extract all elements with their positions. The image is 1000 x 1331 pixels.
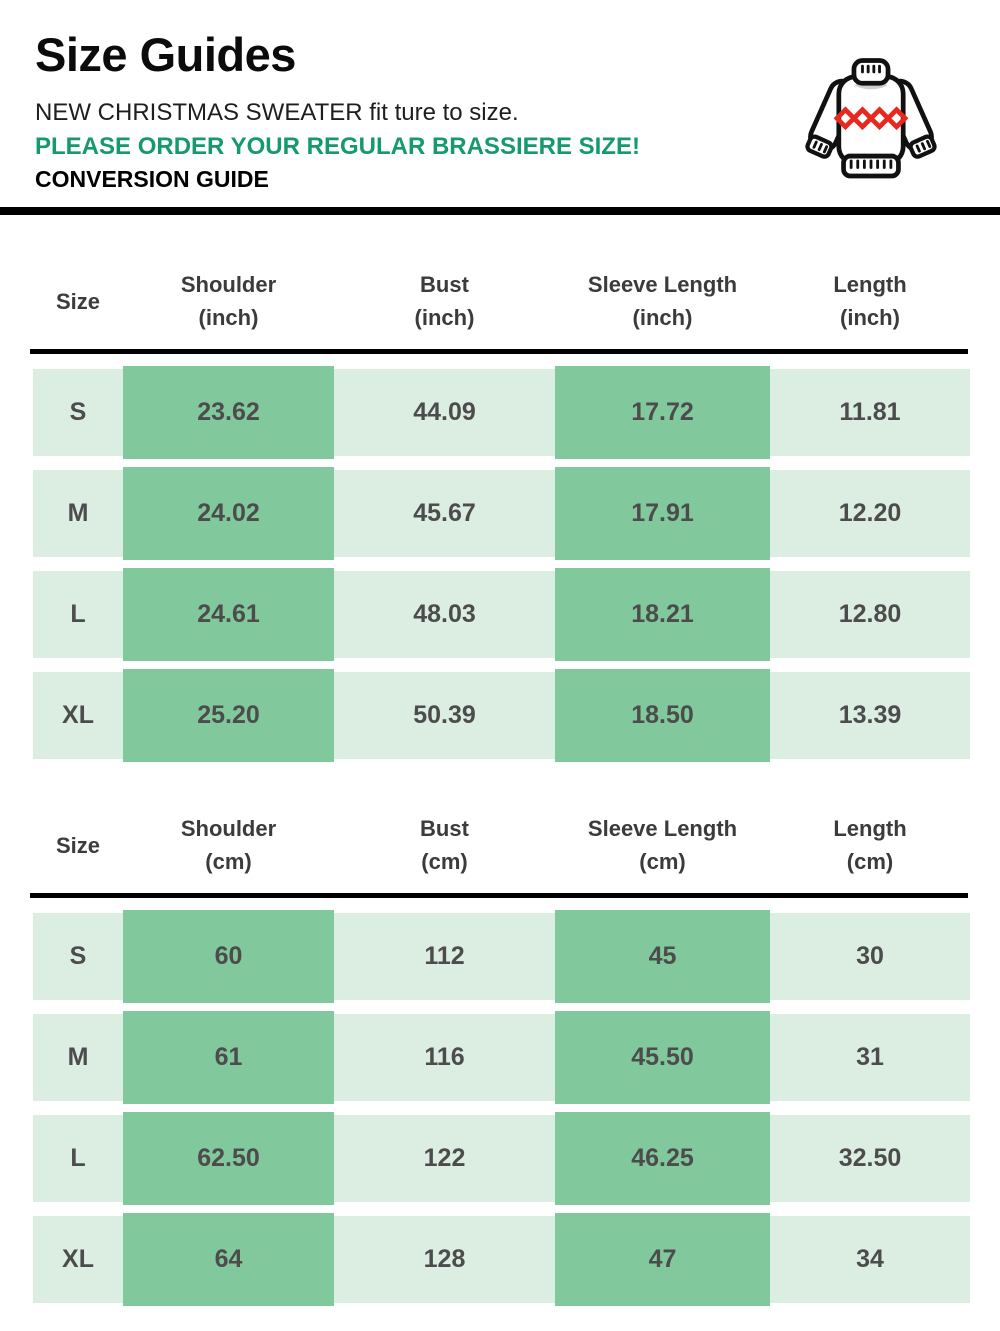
- cell-bust: 50.39: [334, 672, 555, 759]
- cell-size: M: [33, 1014, 123, 1101]
- cell-length: 13.39: [770, 672, 970, 759]
- table-row-s: S 23.62 44.09 17.72 11.81: [33, 366, 970, 459]
- table-body-inch: S 23.62 44.09 17.72 11.81 M 24.02 45.67 …: [33, 354, 970, 762]
- cell-shoulder: 25.20: [123, 669, 334, 762]
- cell-size: M: [33, 470, 123, 557]
- christmas-sweater-icon: [792, 52, 950, 194]
- cell-shoulder: 61: [123, 1011, 334, 1104]
- cell-sleeve-length: 17.91: [555, 467, 770, 560]
- cell-shoulder: 24.61: [123, 568, 334, 661]
- page-title: Size Guides: [35, 28, 296, 81]
- cell-sleeve-length: 47: [555, 1213, 770, 1306]
- column-header-sleeve-length: Sleeve Length (cm): [587, 816, 738, 874]
- cell-shoulder: 62.50: [123, 1112, 334, 1205]
- table-row-s: S 60 112 45 30: [33, 910, 970, 1003]
- cell-size: S: [33, 369, 123, 456]
- cell-sleeve-length: 45.50: [555, 1011, 770, 1104]
- column-header-length: Length (inch): [833, 272, 907, 330]
- table-header-rule: [30, 893, 968, 898]
- column-header-shoulder: Shoulder (inch): [180, 272, 277, 330]
- cell-length: 12.20: [770, 470, 970, 557]
- cell-size: S: [33, 913, 123, 1000]
- conversion-guide-label: CONVERSION GUIDE: [35, 166, 269, 192]
- cell-length: 32.50: [770, 1115, 970, 1202]
- table-row-l: L 62.50 122 46.25 32.50: [33, 1112, 970, 1205]
- size-table-cm: Size Shoulder (cm) Bust (cm) Sleeve Leng…: [30, 797, 970, 1306]
- table-header-row-cm: Size Shoulder (cm) Bust (cm) Sleeve Leng…: [33, 797, 970, 893]
- cell-length: 34: [770, 1216, 970, 1303]
- table-row-l: L 24.61 48.03 18.21 12.80: [33, 568, 970, 661]
- fit-note-text: NEW CHRISTMAS SWEATER fit ture to size.: [35, 99, 519, 126]
- cell-length: 31: [770, 1014, 970, 1101]
- column-header-size: Size: [55, 832, 101, 858]
- table-header-rule: [30, 349, 968, 354]
- column-header-bust: Bust (inch): [414, 272, 475, 330]
- cell-bust: 45.67: [334, 470, 555, 557]
- table-row-xl: XL 25.20 50.39 18.50 13.39: [33, 669, 970, 762]
- cell-bust: 112: [334, 913, 555, 1000]
- cell-length: 30: [770, 913, 970, 1000]
- header-divider: [0, 207, 1000, 215]
- cell-length: 12.80: [770, 571, 970, 658]
- cell-shoulder: 64: [123, 1213, 334, 1306]
- cell-sleeve-length: 46.25: [555, 1112, 770, 1205]
- cell-shoulder: 23.62: [123, 366, 334, 459]
- column-header-sleeve-length: Sleeve Length (inch): [587, 272, 738, 330]
- cell-bust: 44.09: [334, 369, 555, 456]
- cell-size: XL: [33, 1216, 123, 1303]
- cell-size: L: [33, 571, 123, 658]
- page-header: Size Guides NEW CHRISTMAS SWEATER fit tu…: [0, 0, 1000, 194]
- order-size-note-text: PLEASE ORDER YOUR REGULAR BRASSIERE SIZE…: [35, 133, 640, 160]
- table-header-row-inch: Size Shoulder (inch) Bust (inch) Sleeve …: [33, 253, 970, 349]
- cell-shoulder: 60: [123, 910, 334, 1003]
- column-header-size: Size: [55, 288, 101, 314]
- cell-bust: 48.03: [334, 571, 555, 658]
- cell-shoulder: 24.02: [123, 467, 334, 560]
- table-body-cm: S 60 112 45 30 M 61 116 45.50 31 L 62.50…: [33, 898, 970, 1306]
- cell-sleeve-length: 18.50: [555, 669, 770, 762]
- size-table-inch: Size Shoulder (inch) Bust (inch) Sleeve …: [30, 253, 970, 762]
- column-header-shoulder: Shoulder (cm): [180, 816, 277, 874]
- cell-sleeve-length: 18.21: [555, 568, 770, 661]
- table-row-m: M 61 116 45.50 31: [33, 1011, 970, 1104]
- cell-size: XL: [33, 672, 123, 759]
- cell-length: 11.81: [770, 369, 970, 456]
- column-header-length: Length (cm): [833, 816, 907, 874]
- cell-bust: 122: [334, 1115, 555, 1202]
- table-row-xl: XL 64 128 47 34: [33, 1213, 970, 1306]
- table-row-m: M 24.02 45.67 17.91 12.20: [33, 467, 970, 560]
- cell-size: L: [33, 1115, 123, 1202]
- cell-bust: 116: [334, 1014, 555, 1101]
- cell-sleeve-length: 45: [555, 910, 770, 1003]
- cell-bust: 128: [334, 1216, 555, 1303]
- column-header-bust: Bust (cm): [420, 816, 469, 874]
- cell-sleeve-length: 17.72: [555, 366, 770, 459]
